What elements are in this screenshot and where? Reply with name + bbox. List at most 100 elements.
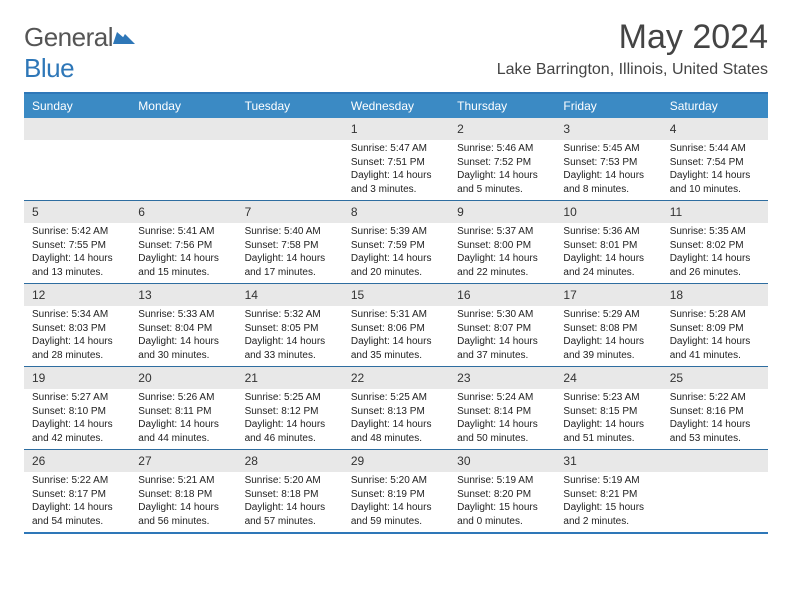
day-number xyxy=(32,122,35,136)
day-cell: 2Sunrise: 5:46 AMSunset: 7:52 PMDaylight… xyxy=(449,118,555,200)
day-cell: 7Sunrise: 5:40 AMSunset: 7:58 PMDaylight… xyxy=(237,201,343,283)
day-number: 11 xyxy=(670,205,682,219)
sunrise-text: Sunrise: 5:24 AM xyxy=(457,391,547,405)
day-cell: 16Sunrise: 5:30 AMSunset: 8:07 PMDayligh… xyxy=(449,284,555,366)
logo-text-a: General xyxy=(24,22,113,52)
day-cell: 17Sunrise: 5:29 AMSunset: 8:08 PMDayligh… xyxy=(555,284,661,366)
day-cell: 10Sunrise: 5:36 AMSunset: 8:01 PMDayligh… xyxy=(555,201,661,283)
day-number: 6 xyxy=(138,205,145,219)
daynum-row: 24 xyxy=(555,367,661,389)
daylight-text: Daylight: 14 hours and 15 minutes. xyxy=(138,252,228,279)
daynum-row: 8 xyxy=(343,201,449,223)
daylight-text: Daylight: 14 hours and 5 minutes. xyxy=(457,169,547,196)
sunrise-text: Sunrise: 5:33 AM xyxy=(138,308,228,322)
day-number: 23 xyxy=(457,371,470,385)
day-body: Sunrise: 5:26 AMSunset: 8:11 PMDaylight:… xyxy=(130,389,236,449)
sunset-text: Sunset: 7:59 PM xyxy=(351,239,441,253)
day-number: 9 xyxy=(457,205,464,219)
calendar-page: General Blue May 2024 Lake Barrington, I… xyxy=(0,0,792,612)
daynum-row: 31 xyxy=(555,450,661,472)
sunset-text: Sunset: 8:01 PM xyxy=(563,239,653,253)
calendar: Sunday Monday Tuesday Wednesday Thursday… xyxy=(24,92,768,534)
daynum-row: 19 xyxy=(24,367,130,389)
day-body: Sunrise: 5:45 AMSunset: 7:53 PMDaylight:… xyxy=(555,140,661,200)
daynum-row: 23 xyxy=(449,367,555,389)
daylight-text: Daylight: 14 hours and 8 minutes. xyxy=(563,169,653,196)
daynum-row: 14 xyxy=(237,284,343,306)
daylight-text: Daylight: 14 hours and 41 minutes. xyxy=(670,335,760,362)
sunset-text: Sunset: 8:13 PM xyxy=(351,405,441,419)
daylight-text: Daylight: 14 hours and 44 minutes. xyxy=(138,418,228,445)
dow-sun: Sunday xyxy=(24,94,130,118)
daynum-row: 15 xyxy=(343,284,449,306)
sunrise-text: Sunrise: 5:36 AM xyxy=(563,225,653,239)
daynum-row: 20 xyxy=(130,367,236,389)
daylight-text: Daylight: 14 hours and 17 minutes. xyxy=(245,252,335,279)
daylight-text: Daylight: 14 hours and 26 minutes. xyxy=(670,252,760,279)
daynum-row: 29 xyxy=(343,450,449,472)
day-number: 15 xyxy=(351,288,364,302)
sunset-text: Sunset: 8:03 PM xyxy=(32,322,122,336)
sunset-text: Sunset: 8:18 PM xyxy=(138,488,228,502)
day-body: Sunrise: 5:35 AMSunset: 8:02 PMDaylight:… xyxy=(662,223,768,283)
day-number: 10 xyxy=(563,205,576,219)
day-body: Sunrise: 5:24 AMSunset: 8:14 PMDaylight:… xyxy=(449,389,555,449)
day-body: Sunrise: 5:39 AMSunset: 7:59 PMDaylight:… xyxy=(343,223,449,283)
day-body: Sunrise: 5:37 AMSunset: 8:00 PMDaylight:… xyxy=(449,223,555,283)
day-cell: 28Sunrise: 5:20 AMSunset: 8:18 PMDayligh… xyxy=(237,450,343,532)
sunrise-text: Sunrise: 5:31 AM xyxy=(351,308,441,322)
sunset-text: Sunset: 8:00 PM xyxy=(457,239,547,253)
sunrise-text: Sunrise: 5:37 AM xyxy=(457,225,547,239)
dow-tue: Tuesday xyxy=(237,94,343,118)
daynum-row: 9 xyxy=(449,201,555,223)
day-body xyxy=(24,140,130,146)
day-cell xyxy=(662,450,768,532)
daylight-text: Daylight: 14 hours and 37 minutes. xyxy=(457,335,547,362)
daylight-text: Daylight: 14 hours and 59 minutes. xyxy=(351,501,441,528)
sunset-text: Sunset: 7:56 PM xyxy=(138,239,228,253)
day-cell: 8Sunrise: 5:39 AMSunset: 7:59 PMDaylight… xyxy=(343,201,449,283)
header: General Blue May 2024 Lake Barrington, I… xyxy=(24,18,768,84)
sunset-text: Sunset: 8:14 PM xyxy=(457,405,547,419)
day-body: Sunrise: 5:46 AMSunset: 7:52 PMDaylight:… xyxy=(449,140,555,200)
day-number: 20 xyxy=(138,371,151,385)
day-body: Sunrise: 5:34 AMSunset: 8:03 PMDaylight:… xyxy=(24,306,130,366)
daynum-row: 5 xyxy=(24,201,130,223)
sunset-text: Sunset: 8:07 PM xyxy=(457,322,547,336)
month-title: May 2024 xyxy=(497,18,768,57)
weeks-container: 1Sunrise: 5:47 AMSunset: 7:51 PMDaylight… xyxy=(24,118,768,532)
day-number: 27 xyxy=(138,454,151,468)
day-body xyxy=(662,472,768,478)
sunrise-text: Sunrise: 5:27 AM xyxy=(32,391,122,405)
sunrise-text: Sunrise: 5:22 AM xyxy=(670,391,760,405)
sunrise-text: Sunrise: 5:29 AM xyxy=(563,308,653,322)
sunrise-text: Sunrise: 5:45 AM xyxy=(563,142,653,156)
sunset-text: Sunset: 8:15 PM xyxy=(563,405,653,419)
sunrise-text: Sunrise: 5:32 AM xyxy=(245,308,335,322)
day-number: 17 xyxy=(563,288,576,302)
day-number: 4 xyxy=(670,122,677,136)
day-number: 14 xyxy=(245,288,258,302)
daynum-row: 30 xyxy=(449,450,555,472)
daylight-text: Daylight: 14 hours and 22 minutes. xyxy=(457,252,547,279)
sunrise-text: Sunrise: 5:21 AM xyxy=(138,474,228,488)
sunset-text: Sunset: 7:55 PM xyxy=(32,239,122,253)
day-cell: 11 Sunrise: 5:35 AMSunset: 8:02 PMDayligh… xyxy=(662,201,768,283)
daylight-text: Daylight: 14 hours and 50 minutes. xyxy=(457,418,547,445)
day-number: 21 xyxy=(245,371,258,385)
sunrise-text: Sunrise: 5:30 AM xyxy=(457,308,547,322)
day-body: Sunrise: 5:31 AMSunset: 8:06 PMDaylight:… xyxy=(343,306,449,366)
daynum-row: 18 xyxy=(662,284,768,306)
day-number: 12 xyxy=(32,288,45,302)
day-cell: 9 Sunrise: 5:37 AMSunset: 8:00 PMDaylight… xyxy=(449,201,555,283)
day-number: 5 xyxy=(32,205,39,219)
daylight-text: Daylight: 14 hours and 53 minutes. xyxy=(670,418,760,445)
dow-thu: Thursday xyxy=(449,94,555,118)
sunset-text: Sunset: 7:54 PM xyxy=(670,156,760,170)
sunset-text: Sunset: 8:10 PM xyxy=(32,405,122,419)
sunset-text: Sunset: 8:19 PM xyxy=(351,488,441,502)
daylight-text: Daylight: 14 hours and 56 minutes. xyxy=(138,501,228,528)
daylight-text: Daylight: 14 hours and 57 minutes. xyxy=(245,501,335,528)
day-cell: 13Sunrise: 5:33 AMSunset: 8:04 PMDayligh… xyxy=(130,284,236,366)
day-cell: 22Sunrise: 5:25 AMSunset: 8:13 PMDayligh… xyxy=(343,367,449,449)
